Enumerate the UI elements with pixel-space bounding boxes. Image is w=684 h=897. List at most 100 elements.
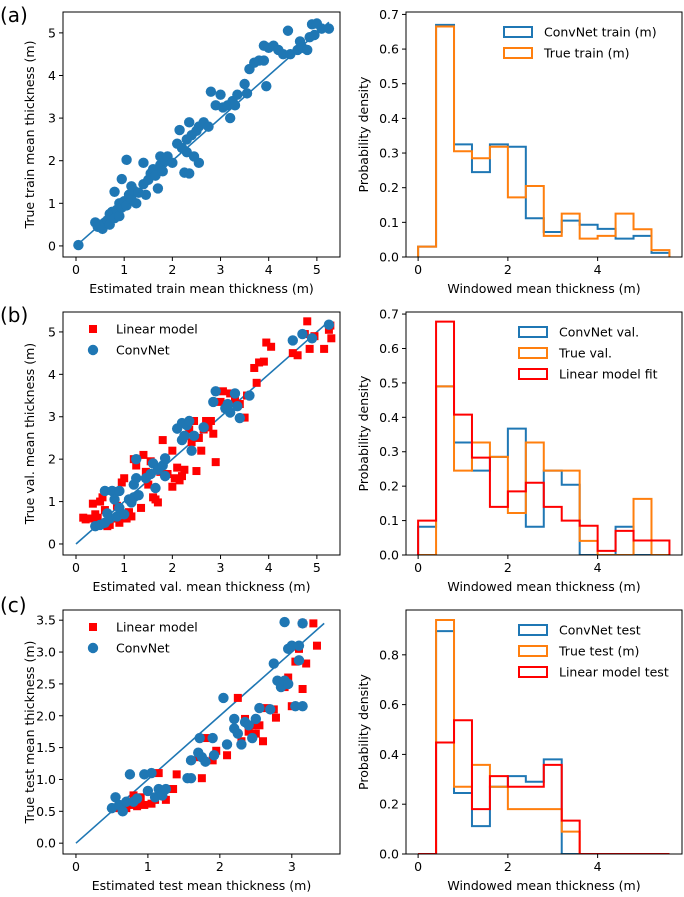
data-point-circle bbox=[258, 55, 270, 66]
data-point-circle bbox=[200, 756, 211, 767]
data-point-square bbox=[81, 515, 90, 524]
x-axis-label: Windowed mean thickness (m) bbox=[447, 878, 640, 893]
y-tick-label: 0.4 bbox=[379, 747, 399, 762]
data-point-circle bbox=[241, 88, 253, 99]
val-histogram: 0 2 4 0.0 0.1 0.2 0.3 0.4 0.5 0.6 0.7 Windowed mean… bbox=[356, 307, 683, 594]
data-point-circle bbox=[222, 398, 233, 410]
legend-patch bbox=[518, 347, 548, 359]
data-point-circle bbox=[121, 154, 132, 166]
data-point-square bbox=[216, 397, 225, 406]
data-point-square bbox=[211, 458, 220, 467]
data-point-square bbox=[132, 461, 141, 470]
data-point-circle bbox=[297, 700, 308, 712]
data-point-square bbox=[208, 756, 217, 765]
data-point-square bbox=[303, 317, 312, 326]
train-scatter-plot: 0 1 2 3 4 5 0 1 2 3 4 5 Estimated train mean thickne… bbox=[22, 11, 341, 296]
histogram-step-true-train-m- bbox=[417, 25, 671, 257]
data-point-circle bbox=[160, 783, 172, 795]
y-tick-label: 0 bbox=[48, 238, 56, 253]
x-axis-label: Estimated val. mean thickness (m) bbox=[93, 579, 311, 594]
x-tick-label: 2 bbox=[216, 859, 224, 874]
data-point-square bbox=[320, 344, 329, 353]
data-point-square bbox=[309, 619, 318, 628]
legend-label: ConvNet bbox=[116, 641, 170, 656]
data-point-circle bbox=[244, 390, 255, 401]
data-point-circle bbox=[247, 732, 258, 744]
y-tick-label: 3 bbox=[48, 409, 56, 424]
data-point-circle bbox=[131, 198, 142, 209]
y-axis-label: True train mean thickness (m) bbox=[22, 41, 37, 230]
data-point-square bbox=[288, 349, 297, 358]
data-point-square bbox=[141, 467, 150, 476]
data-point-circle bbox=[290, 700, 301, 712]
panel-label-a: (a) bbox=[0, 3, 28, 27]
data-point-circle bbox=[208, 396, 219, 408]
data-point-circle bbox=[99, 485, 111, 497]
y-tick-label: 5 bbox=[48, 324, 56, 339]
data-point-square bbox=[302, 659, 311, 668]
data-point-circle bbox=[142, 785, 154, 797]
y-tick-label: 2.0 bbox=[36, 708, 56, 723]
y-axis-label: True test mean thickness (m) bbox=[22, 641, 37, 825]
data-point-circle bbox=[116, 173, 127, 185]
x-tick-label: 2 bbox=[504, 560, 512, 575]
train-histogram: 0 2 4 0.0 0.1 0.2 0.3 0.4 0.5 0.6 0.7 Windowed mean… bbox=[356, 7, 683, 296]
legend-label: True val. bbox=[558, 346, 612, 361]
x-axis-label: Estimated train mean thickness (m) bbox=[89, 281, 314, 296]
data-point-circle bbox=[138, 157, 149, 169]
data-point-square bbox=[98, 493, 107, 502]
y-tick-label: 3.0 bbox=[36, 645, 56, 660]
data-point-square bbox=[96, 497, 105, 506]
legend-patch bbox=[503, 47, 533, 59]
plot-area bbox=[75, 317, 336, 545]
data-point-square bbox=[298, 684, 307, 693]
data-point-circle bbox=[309, 29, 320, 41]
data-point-square bbox=[127, 512, 136, 521]
data-point-circle bbox=[282, 25, 294, 36]
data-point-circle bbox=[152, 183, 164, 194]
legend: Linear model ConvNet bbox=[87, 620, 198, 656]
y-tick-label: 1.0 bbox=[36, 772, 56, 787]
data-point-circle bbox=[297, 618, 308, 629]
legend-label: True test (m) bbox=[558, 644, 639, 659]
data-point-circle bbox=[179, 430, 190, 442]
y-axis-label: Probability density bbox=[356, 76, 371, 192]
y-tick-label: 0.0 bbox=[379, 548, 399, 563]
x-tick-label: 0 bbox=[414, 560, 422, 575]
y-tick-label: 0.2 bbox=[379, 180, 399, 195]
data-point-circle bbox=[109, 494, 120, 505]
x-tick-label: 0 bbox=[72, 560, 80, 575]
y-tick-label: 3.5 bbox=[36, 613, 56, 628]
y-tick-label: 0.6 bbox=[379, 697, 399, 712]
x-tick-label: 2 bbox=[168, 560, 176, 575]
data-point-square bbox=[180, 465, 189, 474]
x-tick-label: 4 bbox=[594, 859, 602, 874]
series-convnet bbox=[73, 18, 335, 251]
x-tick-label: 3 bbox=[288, 859, 296, 874]
data-point-circle bbox=[117, 806, 128, 817]
y-tick-label: 0.0 bbox=[379, 847, 399, 862]
data-point-square bbox=[259, 737, 268, 746]
data-point-square bbox=[223, 751, 232, 760]
data-point-circle bbox=[306, 333, 318, 344]
data-point-circle bbox=[297, 328, 308, 340]
panel-label-b: (b) bbox=[0, 303, 28, 327]
legend-patch bbox=[518, 666, 548, 678]
data-point-circle bbox=[287, 335, 298, 346]
legend-label: Linear model bbox=[116, 620, 198, 635]
data-point-circle bbox=[193, 157, 205, 169]
y-tick-label: 0.8 bbox=[379, 647, 399, 662]
data-point-circle bbox=[268, 658, 280, 669]
data-point-circle bbox=[279, 616, 290, 628]
legend: ConvNet train (m) True train (m) bbox=[503, 25, 657, 61]
data-point-square bbox=[197, 774, 206, 783]
data-point-square bbox=[206, 416, 215, 425]
y-tick-label: 0.7 bbox=[379, 307, 399, 322]
y-tick-label: 1 bbox=[48, 494, 56, 509]
data-point-square bbox=[172, 770, 181, 779]
data-point-circle bbox=[167, 157, 178, 169]
y-tick-label: 0.2 bbox=[379, 479, 399, 494]
x-tick-label: 0 bbox=[414, 859, 422, 874]
data-point-circle bbox=[229, 388, 241, 399]
